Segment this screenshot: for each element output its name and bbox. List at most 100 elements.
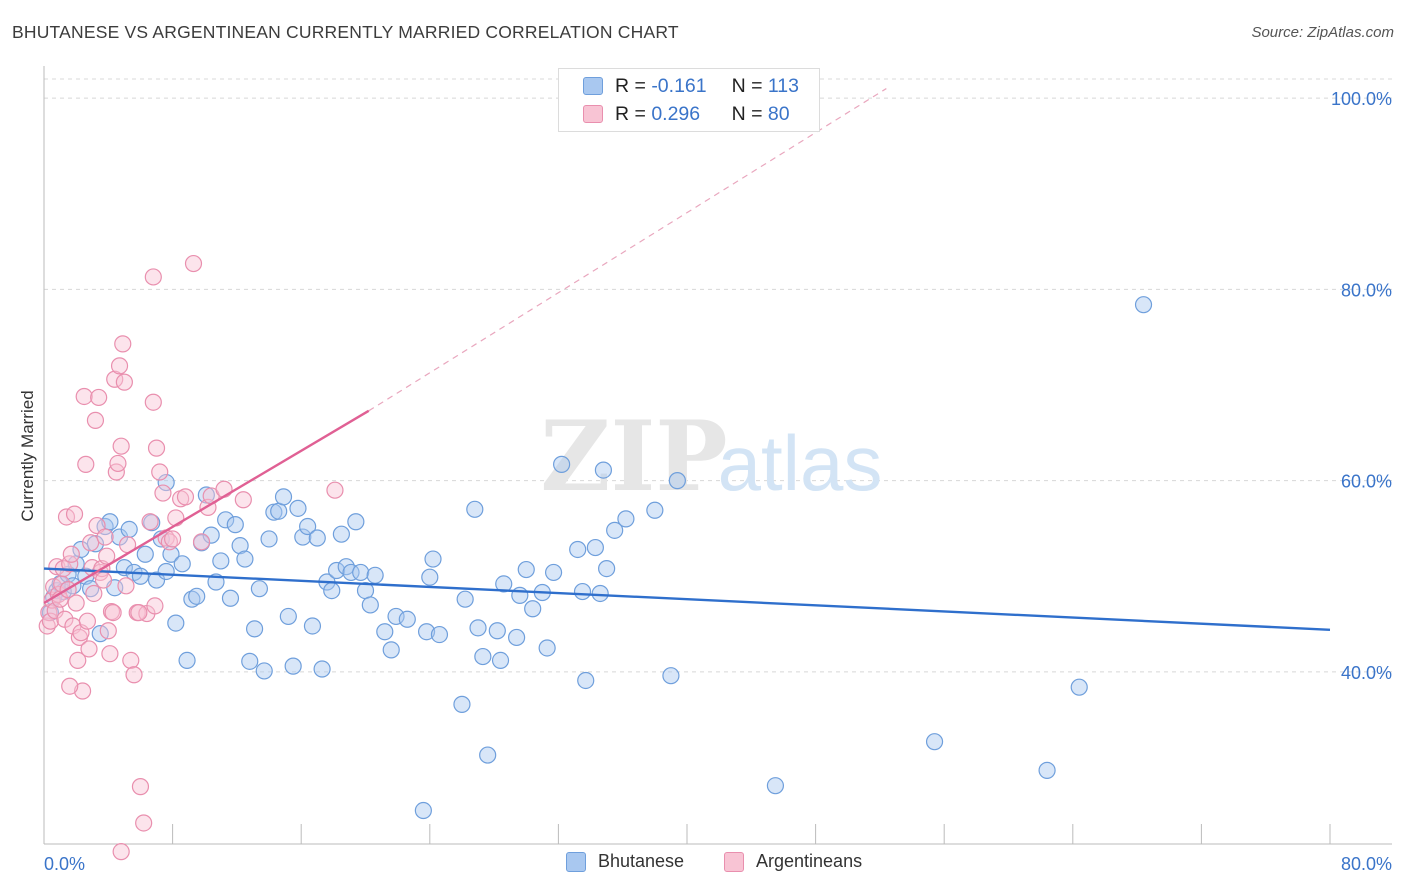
tick-labels: 40.0% 60.0% 80.0% 100.0% 0.0% 80.0% bbox=[44, 89, 1392, 874]
bhutanese-point bbox=[250, 580, 269, 598]
bhutanese-point bbox=[662, 667, 680, 685]
bhutanese-point bbox=[524, 600, 542, 618]
legend-r-label: R = bbox=[615, 102, 646, 125]
bhutanese-point bbox=[212, 552, 230, 570]
bhutanese-point bbox=[421, 568, 439, 586]
argentinean-trend-line bbox=[43, 409, 370, 605]
argentinean-point bbox=[110, 357, 129, 375]
bhutanese-point bbox=[289, 499, 307, 517]
argentinean-point bbox=[146, 597, 164, 615]
argentinean-point bbox=[122, 651, 140, 670]
argentinean-point bbox=[176, 488, 195, 506]
bhutanese-point bbox=[414, 801, 432, 820]
argentinean-point bbox=[38, 617, 56, 635]
argentinean-point bbox=[61, 677, 79, 695]
bhutanese-point bbox=[598, 559, 616, 578]
bhutanese-point bbox=[167, 614, 185, 632]
bhutanese-point bbox=[424, 550, 442, 568]
bhutanese-point bbox=[617, 510, 635, 528]
bottom-legend-swatch-bhutanese bbox=[566, 851, 586, 872]
argentinean-point bbox=[114, 335, 132, 353]
bhutanese-point bbox=[147, 571, 166, 589]
argentinean-point bbox=[141, 513, 159, 531]
data-points bbox=[38, 254, 1153, 861]
bhutanese-point bbox=[274, 488, 293, 506]
bhutanese-point bbox=[469, 619, 487, 637]
legend-r-value: 0.296 bbox=[651, 102, 701, 125]
source-label: Source: ZipAtlas.com bbox=[1251, 24, 1394, 41]
bhutanese-point bbox=[1134, 296, 1153, 314]
y-tick-label: 100.0% bbox=[1331, 89, 1392, 109]
argentinean-point bbox=[62, 545, 80, 563]
argentinean-point bbox=[69, 651, 87, 670]
bhutanese-point bbox=[270, 502, 288, 520]
argentinean-point bbox=[151, 463, 169, 481]
bhutanese-point bbox=[430, 625, 449, 644]
argentinean-point bbox=[75, 387, 93, 406]
trend-lines bbox=[43, 88, 1331, 631]
legend-swatch-argentineans bbox=[583, 105, 603, 123]
argentinean-point bbox=[164, 530, 182, 548]
argentinean-point bbox=[86, 411, 105, 429]
argentinean-point bbox=[167, 509, 185, 527]
y-tick-label: 40.0% bbox=[1341, 663, 1392, 683]
x-tick-label: 80.0% bbox=[1341, 854, 1392, 874]
bhutanese-point bbox=[342, 563, 360, 582]
bhutanese-point bbox=[226, 516, 244, 534]
bhutanese-point bbox=[72, 540, 90, 559]
argentinean-point bbox=[98, 547, 116, 565]
bhutanese-point bbox=[327, 561, 346, 580]
bhutanese-point bbox=[217, 511, 235, 529]
bhutanese-point bbox=[479, 746, 497, 764]
bhutanese-point bbox=[591, 584, 609, 603]
bhutanese-point bbox=[586, 538, 604, 557]
bhutanese-point bbox=[183, 590, 201, 608]
argentinean-point bbox=[101, 645, 119, 663]
argentinean-point bbox=[147, 439, 166, 457]
bottom-legend-label: Bhutanese bbox=[598, 851, 685, 871]
argentinean-point bbox=[106, 370, 124, 388]
bhutanese-point bbox=[303, 617, 322, 635]
bhutanese-point bbox=[255, 662, 273, 680]
bhutanese-point bbox=[376, 623, 394, 641]
bhutanese-point bbox=[284, 657, 302, 675]
argentinean-point bbox=[112, 437, 130, 455]
bhutanese-point bbox=[279, 607, 297, 626]
bhutanese-point bbox=[236, 550, 254, 568]
argentinean-trend-extension bbox=[368, 88, 887, 412]
legend-n-label: N = bbox=[731, 102, 763, 125]
bhutanese-point bbox=[241, 652, 259, 670]
argentinean-point bbox=[326, 481, 344, 499]
argentinean-point bbox=[184, 254, 203, 273]
bhutanese-point bbox=[366, 566, 384, 584]
bhutanese-point bbox=[173, 555, 191, 573]
bhutanese-point bbox=[573, 582, 592, 601]
bottom-legend-label: Argentineans bbox=[756, 851, 863, 871]
argentinean-point bbox=[67, 594, 85, 612]
argentinean-point bbox=[96, 528, 114, 546]
bhutanese-point bbox=[538, 639, 556, 657]
y-axis-label: Currently Married bbox=[18, 390, 37, 522]
bhutanese-point bbox=[517, 560, 535, 579]
bottom-legend-swatch-argentineans bbox=[724, 851, 744, 872]
bhutanese-trend-line bbox=[43, 567, 1331, 631]
argentinean-point bbox=[94, 571, 113, 589]
legend-swatch-bhutanese bbox=[583, 77, 603, 95]
bhutanese-point bbox=[382, 641, 400, 659]
argentinean-point bbox=[80, 640, 98, 658]
legend-n-value: 113 bbox=[767, 74, 799, 97]
chart-title: BHUTANESE VS ARGENTINEAN CURRENTLY MARRI… bbox=[12, 22, 679, 42]
bhutanese-point bbox=[82, 580, 100, 598]
argentinean-point bbox=[144, 393, 162, 411]
bhutanese-point bbox=[260, 530, 278, 548]
watermark-zip: ZIP bbox=[540, 400, 727, 513]
bottom-legend-bhutanese: Bhutanese bbox=[566, 851, 684, 872]
bhutanese-point bbox=[925, 733, 944, 751]
bhutanese-point bbox=[188, 587, 206, 605]
watermark: ZIP atlas bbox=[540, 400, 882, 513]
argentinean-point bbox=[77, 455, 95, 473]
bhutanese-point bbox=[202, 526, 220, 544]
bhutanese-point bbox=[398, 610, 416, 628]
bhutanese-point bbox=[361, 596, 379, 614]
bhutanese-point bbox=[332, 525, 350, 543]
